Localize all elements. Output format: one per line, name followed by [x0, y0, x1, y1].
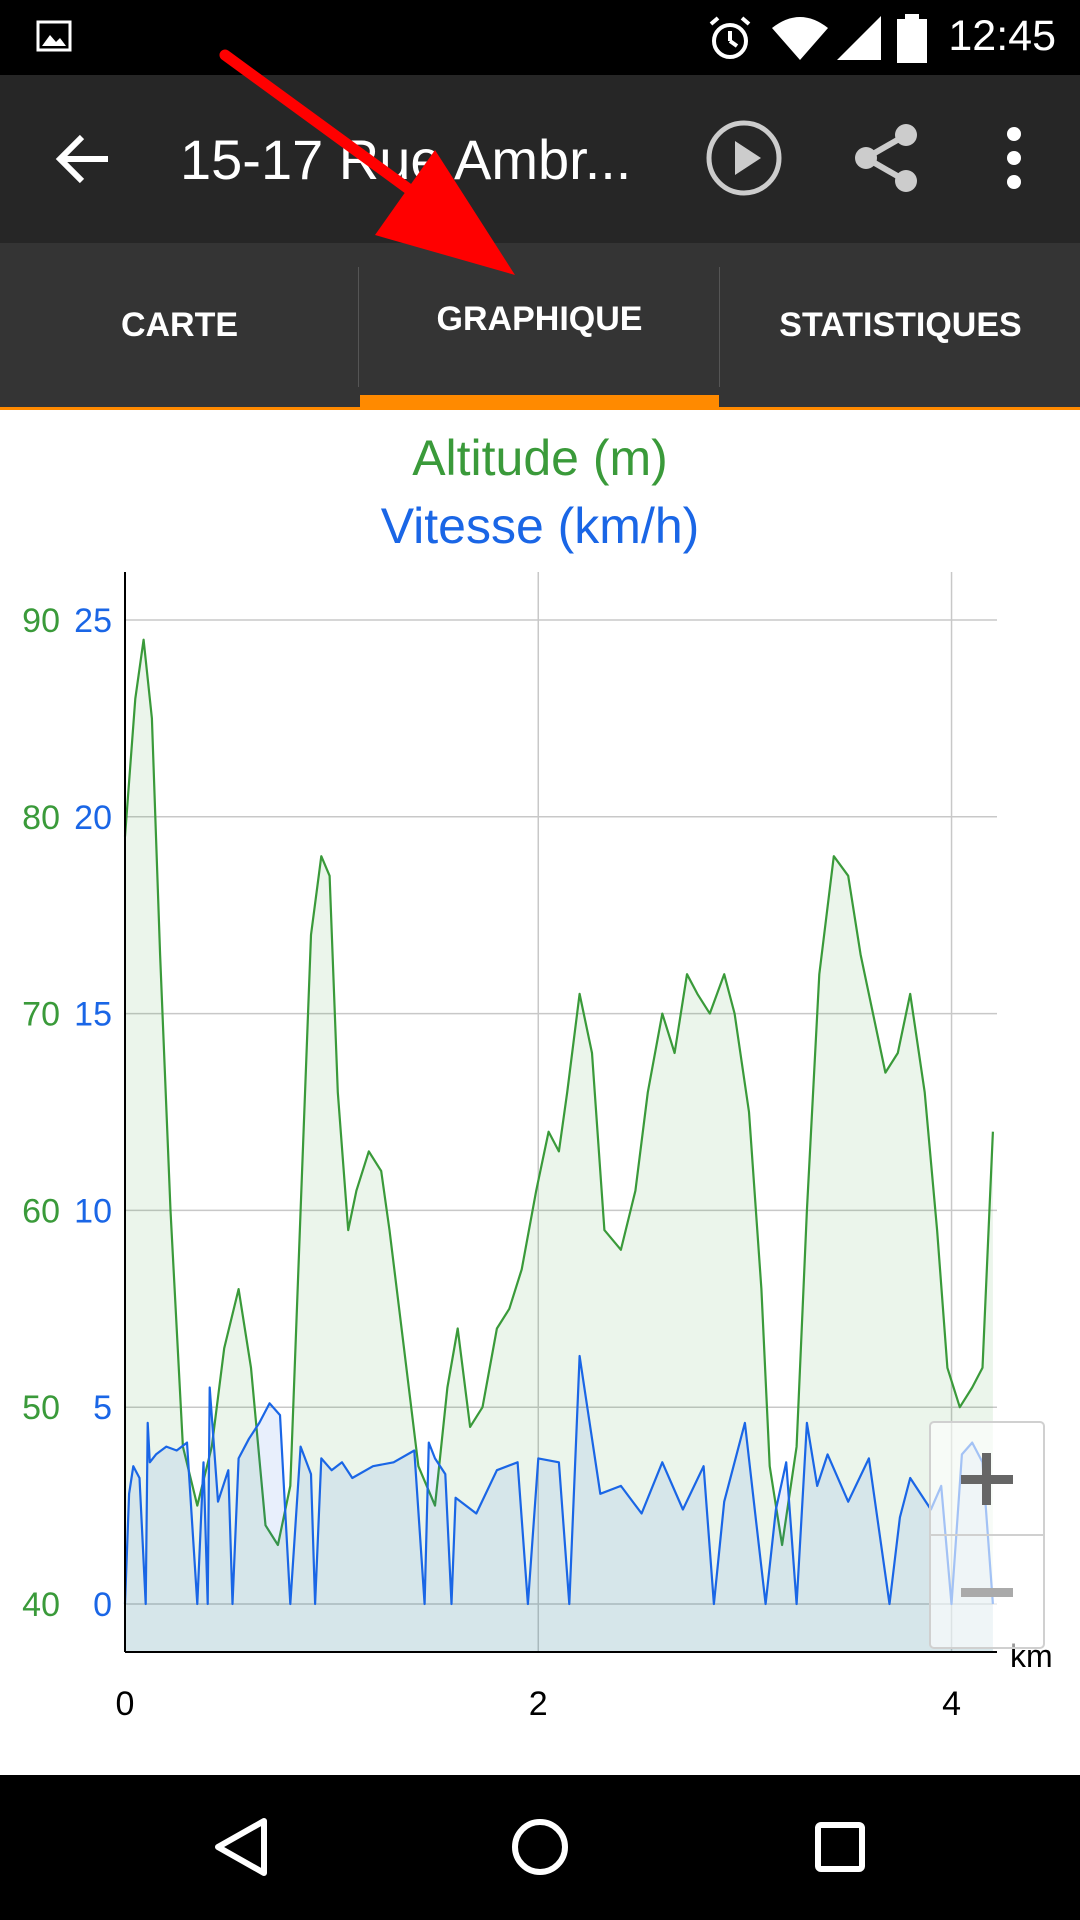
altitude-tick-label: 50 [22, 1389, 60, 1427]
altitude-tick-label: 80 [22, 799, 60, 837]
tab-divider [719, 267, 720, 387]
tab-bar: CARTE GRAPHIQUE STATISTIQUES [0, 243, 1080, 410]
altitude-tick-label: 90 [22, 602, 60, 640]
x-tick-label: 2 [529, 1685, 548, 1723]
tab-graphique[interactable]: GRAPHIQUE [360, 243, 719, 407]
x-tick-label: 0 [116, 1685, 135, 1723]
altitude-series-line [123, 638, 994, 1547]
nav-back-icon[interactable] [190, 1797, 290, 1897]
nav-recents-icon[interactable] [790, 1797, 890, 1897]
speed-series-line [123, 1354, 994, 1606]
share-icon[interactable] [850, 121, 924, 195]
chart-title-speed: Vitesse (km/h) [381, 498, 700, 554]
image-icon [36, 20, 72, 52]
alarm-icon [709, 16, 751, 59]
tab-statistiques[interactable]: STATISTIQUES [779, 305, 1022, 344]
speed-series-area [125, 1356, 993, 1652]
speed-tick-label: 20 [74, 799, 112, 837]
chart-title-altitude: Altitude (m) [412, 430, 668, 486]
tab-carte[interactable]: CARTE [120, 305, 239, 344]
tab-divider [358, 267, 359, 387]
back-arrow-icon[interactable] [52, 127, 116, 191]
signal-icon [837, 16, 881, 60]
speed-tick-label: 5 [93, 1389, 112, 1427]
nav-home-icon[interactable] [490, 1797, 590, 1897]
page-title: 15-17 Rue Ambr... [180, 128, 632, 191]
altitude-tick-label: 40 [22, 1586, 60, 1624]
altitude-series-area [125, 639, 993, 1652]
altitude-tick-label: 60 [22, 1192, 60, 1230]
altitude-tick-label: 70 [22, 996, 60, 1034]
navigation-bar [0, 1775, 1080, 1920]
app-bar: 15-17 Rue Ambr... [0, 75, 1080, 243]
speed-tick-label: 0 [93, 1586, 112, 1624]
zoom-out-icon [961, 1588, 1013, 1597]
zoom-in-icon [982, 1453, 991, 1505]
battery-icon [897, 14, 927, 63]
speed-tick-label: 25 [74, 602, 112, 640]
speed-tick-label: 10 [74, 1192, 112, 1230]
speed-tick-label: 15 [74, 996, 112, 1034]
wifi-icon [772, 17, 828, 60]
x-tick-label: 4 [942, 1685, 961, 1723]
more-vert-icon[interactable] [998, 125, 1030, 191]
status-time: 12:45 [948, 12, 1056, 60]
play-icon[interactable] [705, 119, 783, 197]
status-bar: 12:45 [0, 0, 1080, 75]
